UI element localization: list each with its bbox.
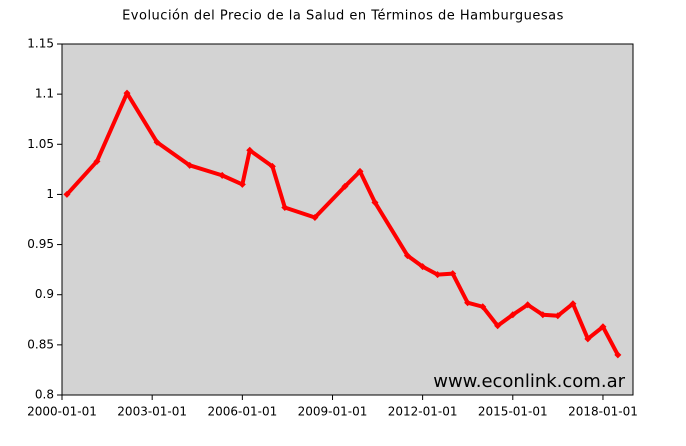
point xyxy=(246,146,254,154)
point xyxy=(268,162,276,170)
plot-border xyxy=(61,43,634,396)
point xyxy=(614,351,622,359)
x-tick-label: 2006-01-01 xyxy=(207,405,277,419)
point xyxy=(218,171,226,179)
x-tick-label: 2009-01-01 xyxy=(298,405,368,419)
point xyxy=(479,303,487,311)
point xyxy=(434,271,442,279)
point xyxy=(371,198,379,206)
point xyxy=(599,323,607,331)
y-tick-label: 1.1 xyxy=(35,87,54,101)
point xyxy=(403,252,411,260)
plot-area xyxy=(62,44,633,395)
point xyxy=(281,203,289,211)
y-tick-label: 1 xyxy=(46,187,54,201)
point xyxy=(464,299,472,307)
y-tick-label: 1.15 xyxy=(27,37,54,51)
x-tick-label: 2015-01-01 xyxy=(478,405,548,419)
watermark: www.econlink.com.ar xyxy=(433,371,625,392)
x-tick-label: 2018-01-01 xyxy=(568,405,638,419)
point xyxy=(584,335,592,343)
x-tick-label: 2003-01-01 xyxy=(117,405,187,419)
point xyxy=(419,263,427,271)
x-tick-label: 2000-01-01 xyxy=(27,405,97,419)
point xyxy=(509,311,517,319)
point xyxy=(63,190,71,198)
point xyxy=(311,213,319,221)
point xyxy=(123,89,131,97)
y-tick-label: 0.95 xyxy=(27,237,54,251)
y-tick-label: 0.85 xyxy=(27,337,54,351)
point xyxy=(569,300,577,308)
point xyxy=(341,182,349,190)
point xyxy=(554,312,562,320)
point xyxy=(539,311,547,319)
x-tick-label: 2012-01-01 xyxy=(388,405,458,419)
point xyxy=(186,161,194,169)
point xyxy=(494,322,502,330)
chart-title: Evolución del Precio de la Salud en Térm… xyxy=(122,9,564,24)
y-tick-label: 0.9 xyxy=(35,287,54,301)
point xyxy=(238,180,246,188)
point xyxy=(524,301,532,309)
point xyxy=(93,157,101,165)
point xyxy=(449,270,457,278)
y-tick-label: 1.05 xyxy=(27,137,54,151)
y-tick-label: 0.8 xyxy=(35,388,54,402)
point xyxy=(356,167,364,175)
point xyxy=(153,138,161,146)
